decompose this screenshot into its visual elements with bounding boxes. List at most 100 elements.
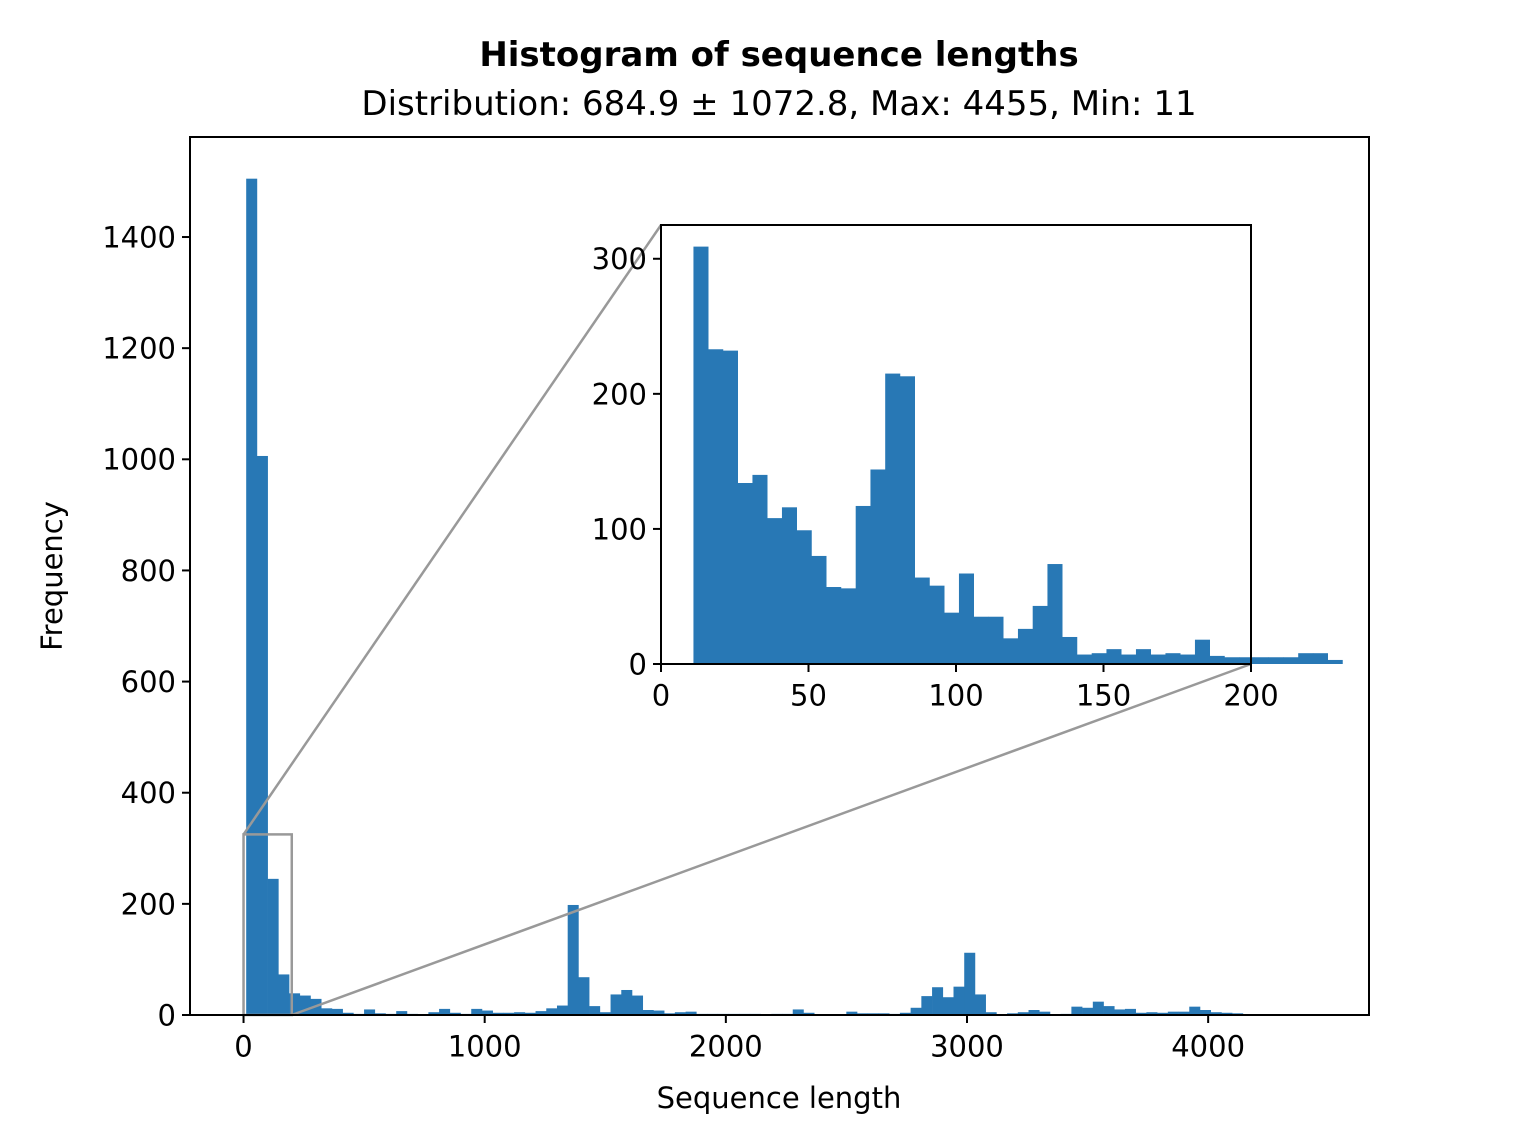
- main-bar: [1167, 1011, 1179, 1015]
- inset-bar: [826, 587, 842, 664]
- inset-bar: [1224, 657, 1240, 664]
- inset-bar: [973, 616, 989, 664]
- inset-bar: [811, 555, 827, 664]
- inset-bar: [708, 349, 724, 664]
- main-bar: [642, 1010, 654, 1015]
- main-bar: [1082, 1007, 1094, 1015]
- main-bar: [803, 1012, 815, 1015]
- main-y-tick-label: 800: [121, 554, 176, 588]
- main-bar: [621, 989, 633, 1015]
- inset-bar: [1121, 654, 1137, 664]
- main-bar: [567, 904, 579, 1015]
- main-bar: [899, 1012, 911, 1015]
- main-bar: [535, 1011, 547, 1015]
- main-bar: [524, 1012, 536, 1015]
- main-bar: [653, 1010, 665, 1015]
- inset-x-tick-label: 150: [1076, 678, 1131, 712]
- main-bar: [1178, 1011, 1190, 1015]
- main-bar: [610, 994, 622, 1015]
- main-bar: [1135, 1012, 1147, 1015]
- inset-bar: [1312, 653, 1328, 664]
- main-x-tick-label: 4000: [1171, 1029, 1245, 1063]
- inset-bar: [988, 616, 1004, 664]
- main-y-tick-label: 200: [121, 887, 176, 921]
- main-bar: [503, 1012, 515, 1015]
- main-bar: [599, 1012, 611, 1015]
- inset-bar: [693, 246, 709, 665]
- inset-bar: [1106, 649, 1122, 664]
- main-bar: [942, 997, 954, 1015]
- inset-x-tick-label: 50: [790, 678, 827, 712]
- inset-bar: [1017, 628, 1033, 664]
- inset-bar: [1150, 654, 1166, 664]
- main-bar: [546, 1008, 558, 1015]
- main-bar: [578, 977, 590, 1015]
- x-axis-label: Sequence length: [657, 1081, 902, 1115]
- inset-x-tick-label: 100: [928, 678, 983, 712]
- inset-bar: [929, 585, 945, 664]
- main-bar: [1124, 1008, 1136, 1015]
- main-bar: [1017, 1012, 1029, 1015]
- y-axis-label: Frequency: [35, 501, 69, 651]
- main-bar: [589, 1006, 601, 1015]
- main-bar: [514, 1012, 526, 1015]
- main-bar: [1103, 1006, 1115, 1015]
- main-bar: [299, 995, 311, 1015]
- inset-y-tick-label: 0: [629, 647, 647, 681]
- inset-axes: 0 50 100 150 200 0 100 200 300: [592, 242, 1279, 712]
- chart-title: Histogram of sequence lengths: [479, 35, 1078, 75]
- main-bar: [331, 1008, 343, 1015]
- main-bar: [1221, 1012, 1233, 1015]
- main-bar: [953, 986, 965, 1015]
- inset-y-tick-label: 300: [592, 242, 647, 276]
- inset-bar: [737, 483, 753, 664]
- main-x-tick-label: 3000: [930, 1029, 1004, 1063]
- main-bar: [256, 455, 268, 1016]
- inset-y-tick-label: 100: [592, 512, 647, 546]
- main-x-tick-label: 0: [234, 1029, 252, 1063]
- main-bar: [674, 1012, 686, 1015]
- inset-bar: [1209, 655, 1225, 664]
- main-x-tick-label: 1000: [448, 1029, 522, 1063]
- main-bar: [342, 1012, 354, 1015]
- chart-subtitle: Distribution: 684.9 ± 1072.8, Max: 4455,…: [361, 84, 1196, 124]
- main-y-tick-label: 400: [121, 776, 176, 810]
- main-bar: [1039, 1011, 1051, 1015]
- main-bar: [792, 1009, 804, 1015]
- main-bar: [985, 1012, 997, 1015]
- main-bar: [428, 1012, 440, 1015]
- main-bar: [964, 952, 976, 1015]
- main-bar: [278, 974, 290, 1015]
- inset-bar: [1283, 657, 1299, 664]
- main-bar: [685, 1011, 697, 1015]
- inset-bar: [1180, 654, 1196, 664]
- main-bar: [1199, 1010, 1212, 1015]
- main-y-tick-label: 1000: [102, 443, 176, 477]
- zoom-connector-line: [291, 662, 1252, 1017]
- inset-bar: [899, 376, 915, 664]
- inset-bar: [914, 577, 930, 664]
- main-bar: [321, 1008, 333, 1015]
- main-axes: 0 1000 2000 3000 400002004006008001000120014…: [102, 220, 1245, 1063]
- main-bar: [396, 1011, 408, 1015]
- main-bar: [932, 987, 944, 1015]
- main-bar: [1092, 1001, 1104, 1015]
- main-bar: [1157, 1012, 1169, 1015]
- inset-bar: [1003, 638, 1019, 664]
- inset-bar: [1032, 605, 1048, 664]
- main-bar: [1189, 1006, 1201, 1015]
- main-bar: [1028, 1010, 1040, 1015]
- main-y-tick-label: 0: [158, 998, 176, 1032]
- inset-bar: [1239, 657, 1255, 664]
- main-bar: [364, 1009, 376, 1015]
- inset-bar: [1268, 657, 1284, 664]
- inset-zoom-plot: 0 50 100 150 200 0 100 200 300: [592, 224, 1343, 712]
- main-y-tick-label: 1400: [102, 220, 176, 254]
- main-plot-frame: [189, 136, 1370, 1016]
- inset-bar: [796, 530, 812, 664]
- inset-x-tick-label: 0: [652, 678, 670, 712]
- inset-bar: [752, 474, 768, 664]
- main-y-tick-label: 600: [121, 665, 176, 699]
